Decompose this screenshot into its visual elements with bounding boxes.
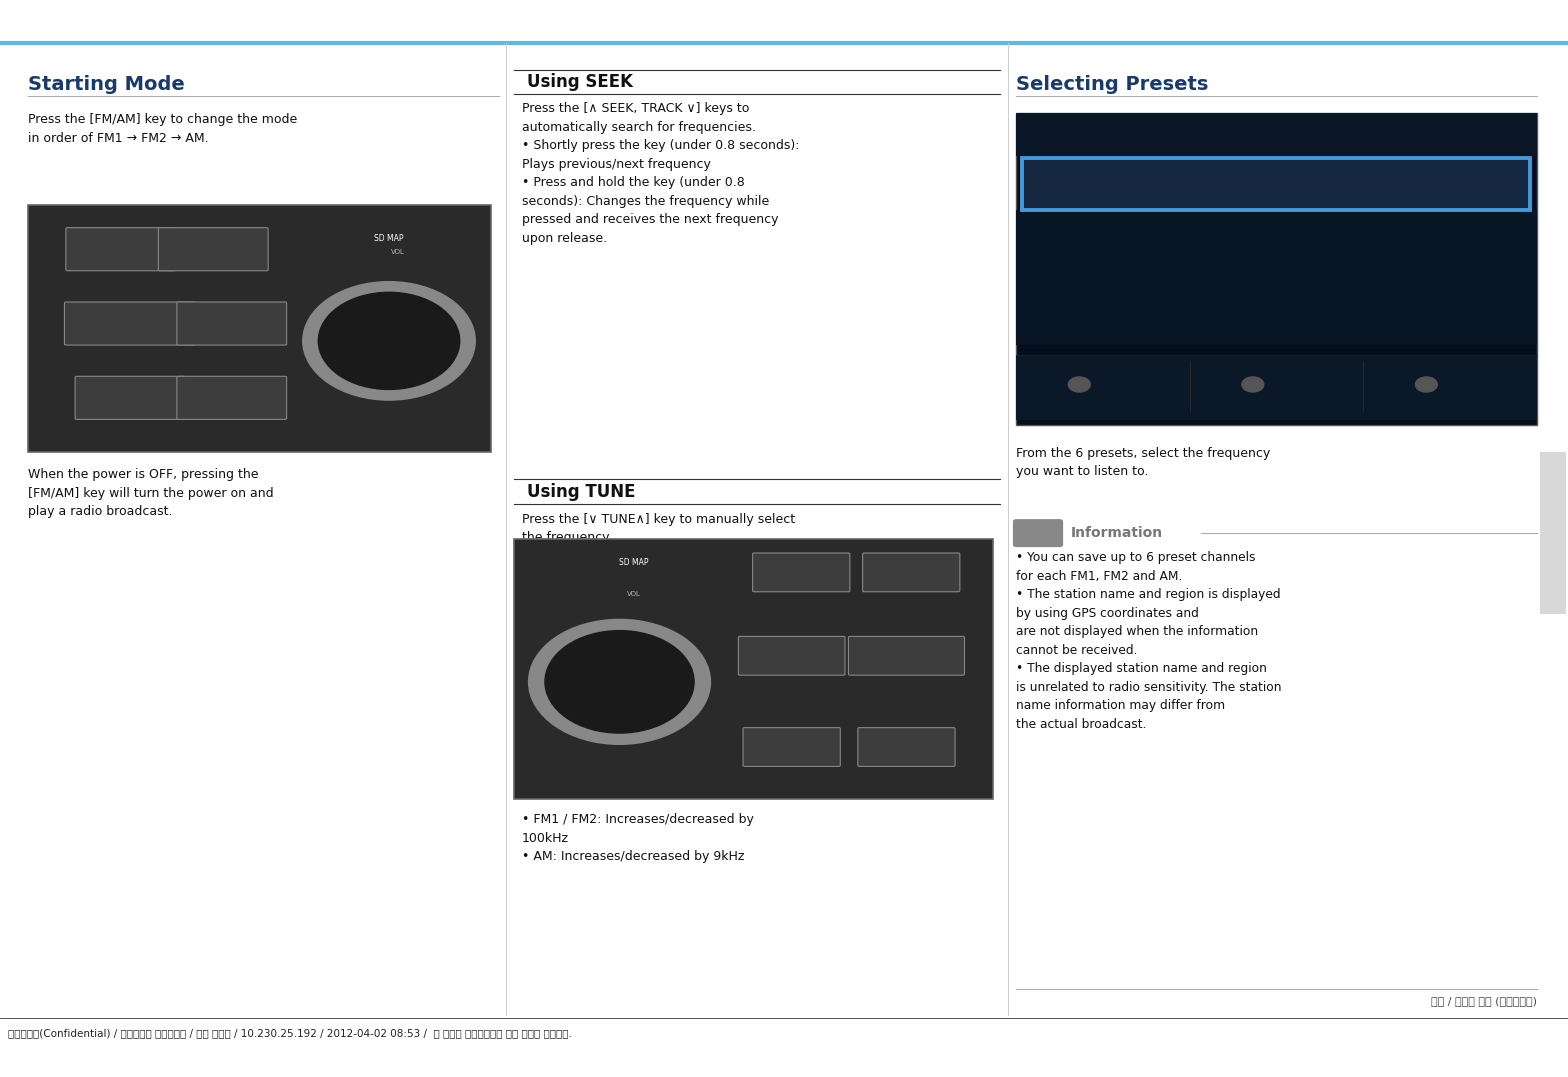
Text: v TUNE ^: v TUNE ^	[889, 652, 925, 660]
Text: 87.9: 87.9	[1475, 179, 1501, 190]
FancyBboxPatch shape	[177, 302, 287, 345]
Circle shape	[303, 281, 475, 401]
FancyBboxPatch shape	[743, 728, 840, 767]
Text: TRACK ^: TRACK ^	[114, 324, 146, 330]
Text: POWER: POWER	[378, 330, 400, 335]
Text: Selecting Presets: Selecting Presets	[1016, 75, 1209, 95]
Text: • FM1 / FM2: Increases/decreased by
100kHz
• AM: Increases/decreased by 9kHz: • FM1 / FM2: Increases/decreased by 100k…	[522, 813, 754, 863]
Text: SD MAP: SD MAP	[375, 234, 405, 243]
Text: Information: Information	[1071, 527, 1163, 540]
Circle shape	[318, 292, 459, 390]
Text: 107.9: 107.9	[1386, 179, 1421, 190]
Text: Using SEEK: Using SEEK	[527, 73, 633, 90]
Text: 11:32 AM: 11:32 AM	[1025, 408, 1062, 417]
Text: 88.1: 88.1	[1137, 179, 1162, 190]
Text: Press the [∨ TUNE∧] key to manually select
the frequency.: Press the [∨ TUNE∧] key to manually sele…	[522, 513, 795, 544]
Text: i: i	[1036, 527, 1040, 540]
FancyBboxPatch shape	[1016, 113, 1537, 156]
FancyBboxPatch shape	[177, 376, 287, 419]
FancyBboxPatch shape	[75, 376, 185, 419]
Text: INFO: INFO	[204, 244, 223, 254]
Text: Auto Store: Auto Store	[1444, 380, 1488, 389]
Text: VOICE: VOICE	[781, 656, 803, 662]
Text: From the 6 presets, select the frequency
you want to listen to.: From the 6 presets, select the frequency…	[1016, 447, 1270, 478]
Text: ENTER: ENTER	[894, 742, 919, 752]
Circle shape	[1416, 377, 1438, 392]
Text: 87.9: 87.9	[1217, 237, 1336, 289]
FancyBboxPatch shape	[848, 637, 964, 675]
FancyBboxPatch shape	[1016, 210, 1537, 345]
Text: Using TUNE: Using TUNE	[527, 482, 635, 501]
FancyBboxPatch shape	[1016, 355, 1537, 420]
Circle shape	[1242, 377, 1264, 392]
Text: MAP: MAP	[784, 649, 800, 656]
FancyBboxPatch shape	[514, 538, 993, 799]
Text: 98.1: 98.1	[1221, 179, 1247, 190]
FancyBboxPatch shape	[1016, 113, 1537, 425]
Text: • You can save up to 6 preset channels
for each FM1, FM2 and AM.
• The station n: • You can save up to 6 preset channels f…	[1016, 551, 1281, 731]
FancyBboxPatch shape	[1022, 158, 1530, 210]
Text: SETUP: SETUP	[898, 568, 924, 577]
Text: When the power is OFF, pressing the
[FM/AM] key will turn the power on and
play : When the power is OFF, pressing the [FM/…	[28, 468, 274, 518]
FancyBboxPatch shape	[64, 302, 196, 345]
Text: DEST: DEST	[782, 742, 801, 752]
Text: ROUTE: ROUTE	[789, 568, 814, 577]
Text: 87.9: 87.9	[1052, 179, 1077, 190]
Circle shape	[546, 631, 695, 733]
FancyBboxPatch shape	[739, 637, 845, 675]
FancyBboxPatch shape	[858, 728, 955, 767]
Text: 파트 / 페이지 번호 (우측페이지): 파트 / 페이지 번호 (우측페이지)	[1430, 996, 1537, 1006]
Text: Menu: Menu	[1096, 380, 1120, 389]
Text: PUSH: PUSH	[612, 685, 627, 689]
Text: SD MAP: SD MAP	[619, 558, 649, 567]
Text: v SEEK: v SEEK	[118, 318, 143, 323]
FancyBboxPatch shape	[66, 227, 176, 270]
FancyBboxPatch shape	[1540, 452, 1566, 614]
FancyBboxPatch shape	[1013, 519, 1063, 547]
Text: POWER: POWER	[608, 671, 630, 675]
Text: Press the [∧ SEEK, TRACK ∨] keys to
automatically search for frequencies.
• Shor: Press the [∧ SEEK, TRACK ∨] keys to auto…	[522, 102, 800, 244]
Circle shape	[1068, 377, 1090, 392]
FancyBboxPatch shape	[28, 205, 491, 452]
FancyBboxPatch shape	[753, 553, 850, 591]
Text: SAT: SAT	[224, 393, 238, 403]
Text: PUSH: PUSH	[381, 344, 397, 349]
Text: Starting Mode: Starting Mode	[28, 75, 185, 95]
Text: VOL: VOL	[627, 591, 641, 597]
Text: Press the [FM/AM] key to change the mode
in order of FM1 → FM2 → AM.: Press the [FM/AM] key to change the mode…	[28, 113, 298, 144]
Text: PHONE: PHONE	[107, 244, 135, 254]
Text: 104.1: 104.1	[1301, 179, 1336, 190]
Text: 파트 / 페이지 번호 (우측페이지): 파트 / 페이지 번호 (우측페이지)	[1549, 496, 1557, 570]
Text: FM1: FM1	[1029, 120, 1049, 129]
Text: VOL: VOL	[392, 250, 405, 255]
Text: FM/AM: FM/AM	[118, 393, 143, 403]
FancyBboxPatch shape	[158, 227, 268, 270]
Text: Scan: Scan	[1270, 380, 1290, 389]
Text: MEDIA: MEDIA	[220, 319, 245, 328]
Circle shape	[528, 619, 710, 744]
FancyBboxPatch shape	[862, 553, 960, 591]
Text: 대외비문서(Confidential) / 현대모비스 멀티설계팀 / 과장 장기한 / 10.230.25.192 / 2012-04-02 08:53 / : 대외비문서(Confidential) / 현대모비스 멀티설계팀 / 과장 장…	[8, 1029, 572, 1038]
